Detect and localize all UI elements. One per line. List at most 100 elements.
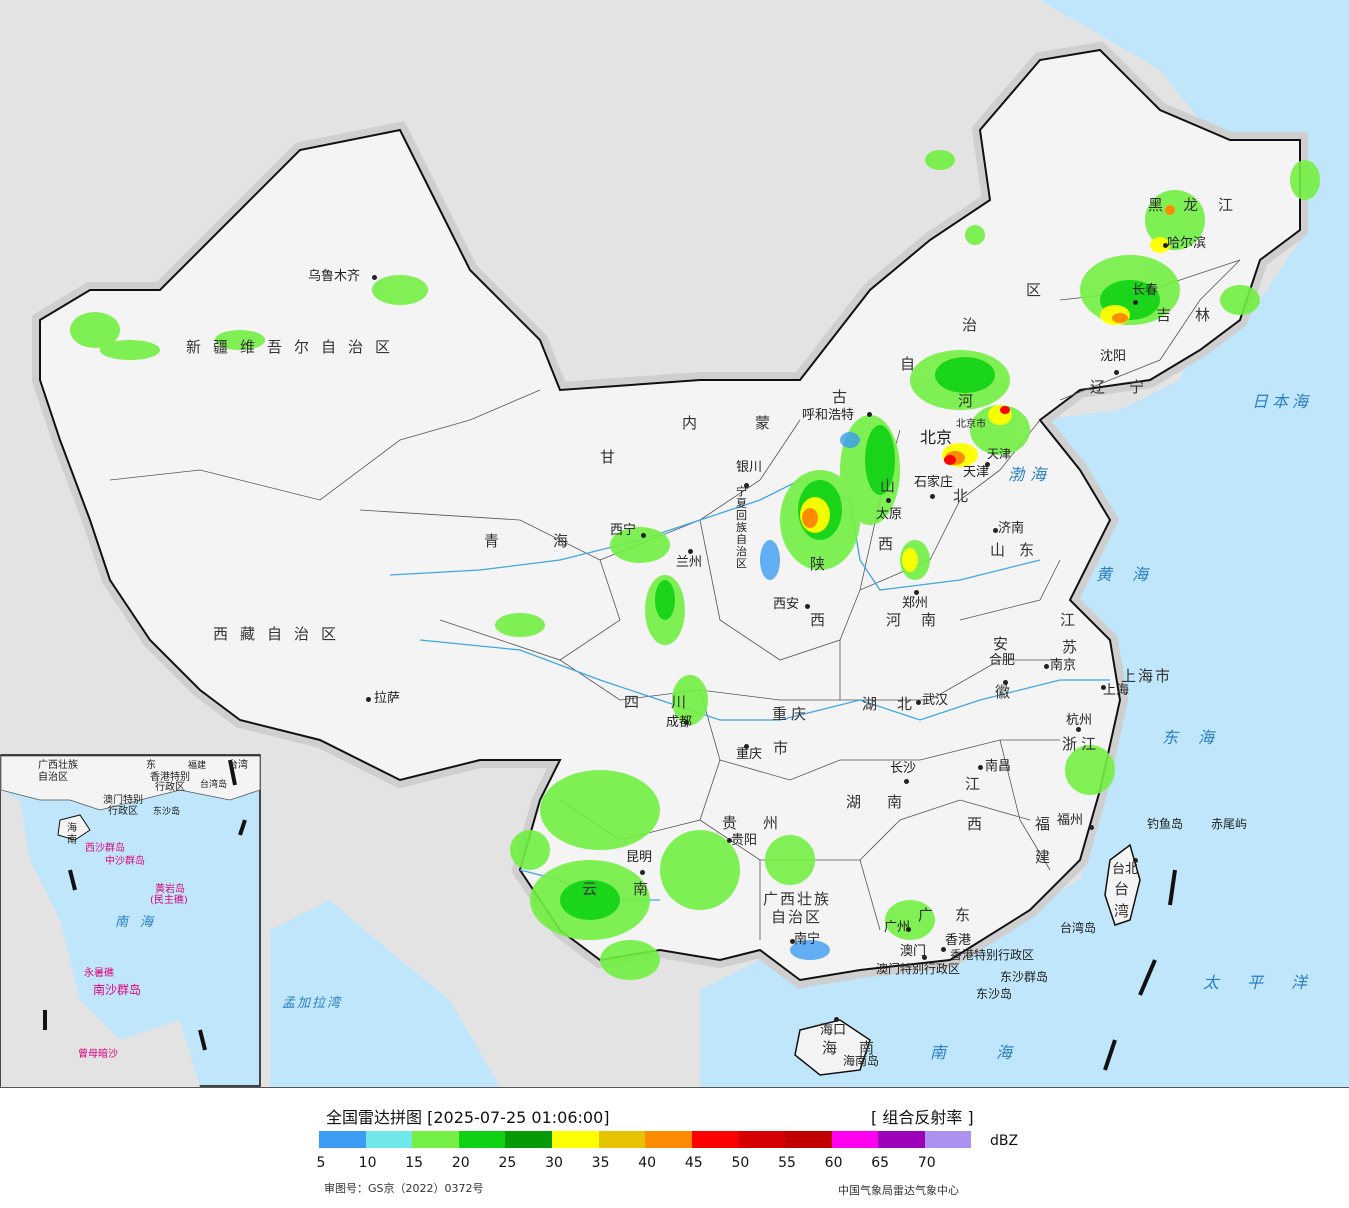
region-macao: 澳门特别行政区 <box>876 962 961 976</box>
region-hainan: 海南 <box>822 1039 897 1057</box>
region-guangxi-2: 自治区 <box>771 908 823 926</box>
city-yinchuan: 银川 <box>736 460 763 475</box>
region-chongqing-1: 重庆 <box>772 705 811 723</box>
region-shaanxi-xi: 西 <box>810 611 838 629</box>
city-dot <box>1089 825 1094 830</box>
city-dot <box>684 720 689 725</box>
city-beijing: 北京 <box>920 428 953 447</box>
region-hk: 香港特别行政区 <box>950 948 1035 962</box>
island-dongsha-group: 东沙群岛 <box>1000 970 1049 984</box>
china-land <box>39 48 1301 982</box>
radar-map: 新疆维吾尔自治区 西藏自治区 青海 甘 内蒙 古 自 治 区 黑龙江 吉林 辽宁… <box>0 0 1349 1088</box>
city-guiyang: 贵阳 <box>731 833 758 848</box>
city-guangzhou: 广州 <box>884 920 911 935</box>
color-swatch <box>924 1131 972 1148</box>
region-nmg-qu: 区 <box>1026 281 1054 299</box>
color-swatch <box>598 1131 646 1148</box>
region-jilin: 吉林 <box>1156 306 1235 324</box>
region-qinghai: 青海 <box>484 532 623 550</box>
inset-guangxi: 广西壮族 <box>38 760 78 771</box>
tick-label: 35 <box>591 1155 610 1171</box>
sea-pacific: 太平洋 <box>1203 973 1336 992</box>
region-shaanxi-shan: 陕 <box>810 555 838 573</box>
sea-bengal: 孟加拉湾 <box>282 996 343 1011</box>
inset-hainan <box>57 814 91 841</box>
tick-label: 40 <box>638 1155 657 1171</box>
city-nanchang: 南昌 <box>985 759 1012 774</box>
inset-huangyan: 黄岩岛 <box>155 884 185 895</box>
city-nanjing: 南京 <box>1050 658 1077 673</box>
color-swatch <box>505 1131 552 1148</box>
city-taipei: 台北 <box>1112 862 1139 877</box>
city-dot <box>941 947 946 952</box>
color-swatch <box>319 1131 366 1148</box>
region-liaoning: 辽宁 <box>1090 378 1169 396</box>
color-scale-ticks: 5 10 15 20 25 30 35 40 45 50 55 60 65 70 <box>300 1155 980 1173</box>
city-dot <box>366 697 371 702</box>
city-hohhot: 呼和浩特 <box>802 408 855 423</box>
city-hongkong: 香港 <box>945 933 972 948</box>
legend-title: 全国雷达拼图 [2025-07-25 01:06:00] <box>326 1108 610 1127</box>
region-taiwan-tai: 台 <box>1114 880 1142 898</box>
region-fujian-fu: 福 <box>1035 815 1063 833</box>
source-agency: 中国气象局雷达气象中心 <box>838 1184 959 1197</box>
map-approval-number: 审图号：GS京（2022）0372号 <box>324 1182 484 1195</box>
city-dot <box>1114 370 1119 375</box>
island-dongsha: 东沙岛 <box>976 987 1013 1001</box>
city-dot <box>688 549 693 554</box>
inset-dongsha: 东沙岛 <box>153 807 181 817</box>
island-chiwei: 赤尾屿 <box>1211 817 1248 831</box>
color-swatch <box>645 1131 692 1148</box>
city-kunming: 昆明 <box>626 850 653 865</box>
region-sichuan: 四川 <box>624 693 719 711</box>
region-chongqing-2: 市 <box>773 739 801 757</box>
region-shandong: 山东 <box>990 541 1049 559</box>
city-dot <box>985 462 990 467</box>
city-lanzhou: 兰州 <box>676 555 703 570</box>
tick-label: 60 <box>824 1155 843 1171</box>
color-swatch <box>365 1131 413 1148</box>
inset-nanhai-nan: 南 <box>115 915 135 930</box>
color-swatch <box>412 1131 459 1148</box>
region-shanxi-xi: 西 <box>878 535 906 553</box>
region-hebei-he: 河 <box>958 392 986 410</box>
city-beijing-municipality: 北京市 <box>956 419 986 430</box>
inset-taiwan: 台湾 <box>228 760 248 771</box>
city-nanning: 南宁 <box>794 932 821 947</box>
city-dot <box>1076 727 1081 732</box>
city-dot <box>930 494 935 499</box>
city-dot <box>834 1017 839 1022</box>
city-haikou: 海口 <box>820 1023 847 1038</box>
inset-hk: 香港特别 <box>150 772 190 783</box>
inset-taiwan-dao: 台湾岛 <box>200 780 228 790</box>
city-dot <box>1133 300 1138 305</box>
inset-fujian: 福建 <box>188 761 207 771</box>
color-scale-bar <box>319 1131 972 1148</box>
inset-zizhiqu: 自治区 <box>38 772 68 783</box>
city-dot <box>922 955 927 960</box>
sea-south: 南海 <box>930 1043 1063 1062</box>
region-guangxi-1: 广西壮族 <box>763 890 832 908</box>
tick-label: 50 <box>731 1155 750 1171</box>
region-xinjiang: 新疆维吾尔自治区 <box>186 338 403 356</box>
region-yunnan: 云南 <box>582 880 685 898</box>
city-dot <box>914 590 919 595</box>
tick-label: 20 <box>451 1155 470 1171</box>
inset-yongshu: 永暑礁 <box>84 968 114 979</box>
color-swatch <box>831 1131 879 1148</box>
city-hefei: 合肥 <box>989 653 1016 668</box>
tick-label: 65 <box>871 1155 890 1171</box>
city-dot <box>904 779 909 784</box>
tick-label: 30 <box>545 1155 563 1171</box>
tick-label: 5 <box>316 1155 326 1171</box>
city-shijiazhuang: 石家庄 <box>914 475 954 490</box>
city-hangzhou: 杭州 <box>1066 713 1093 728</box>
city-dot <box>727 838 732 843</box>
legend-product-type: [ 组合反射率 ] <box>871 1108 974 1127</box>
city-dot <box>993 528 998 533</box>
inset-huangyan2: (民主礁) <box>150 895 188 906</box>
city-dot <box>790 939 795 944</box>
inset-landmass-west <box>1 790 200 1087</box>
city-xian: 西安 <box>773 597 800 612</box>
city-dot <box>978 765 983 770</box>
